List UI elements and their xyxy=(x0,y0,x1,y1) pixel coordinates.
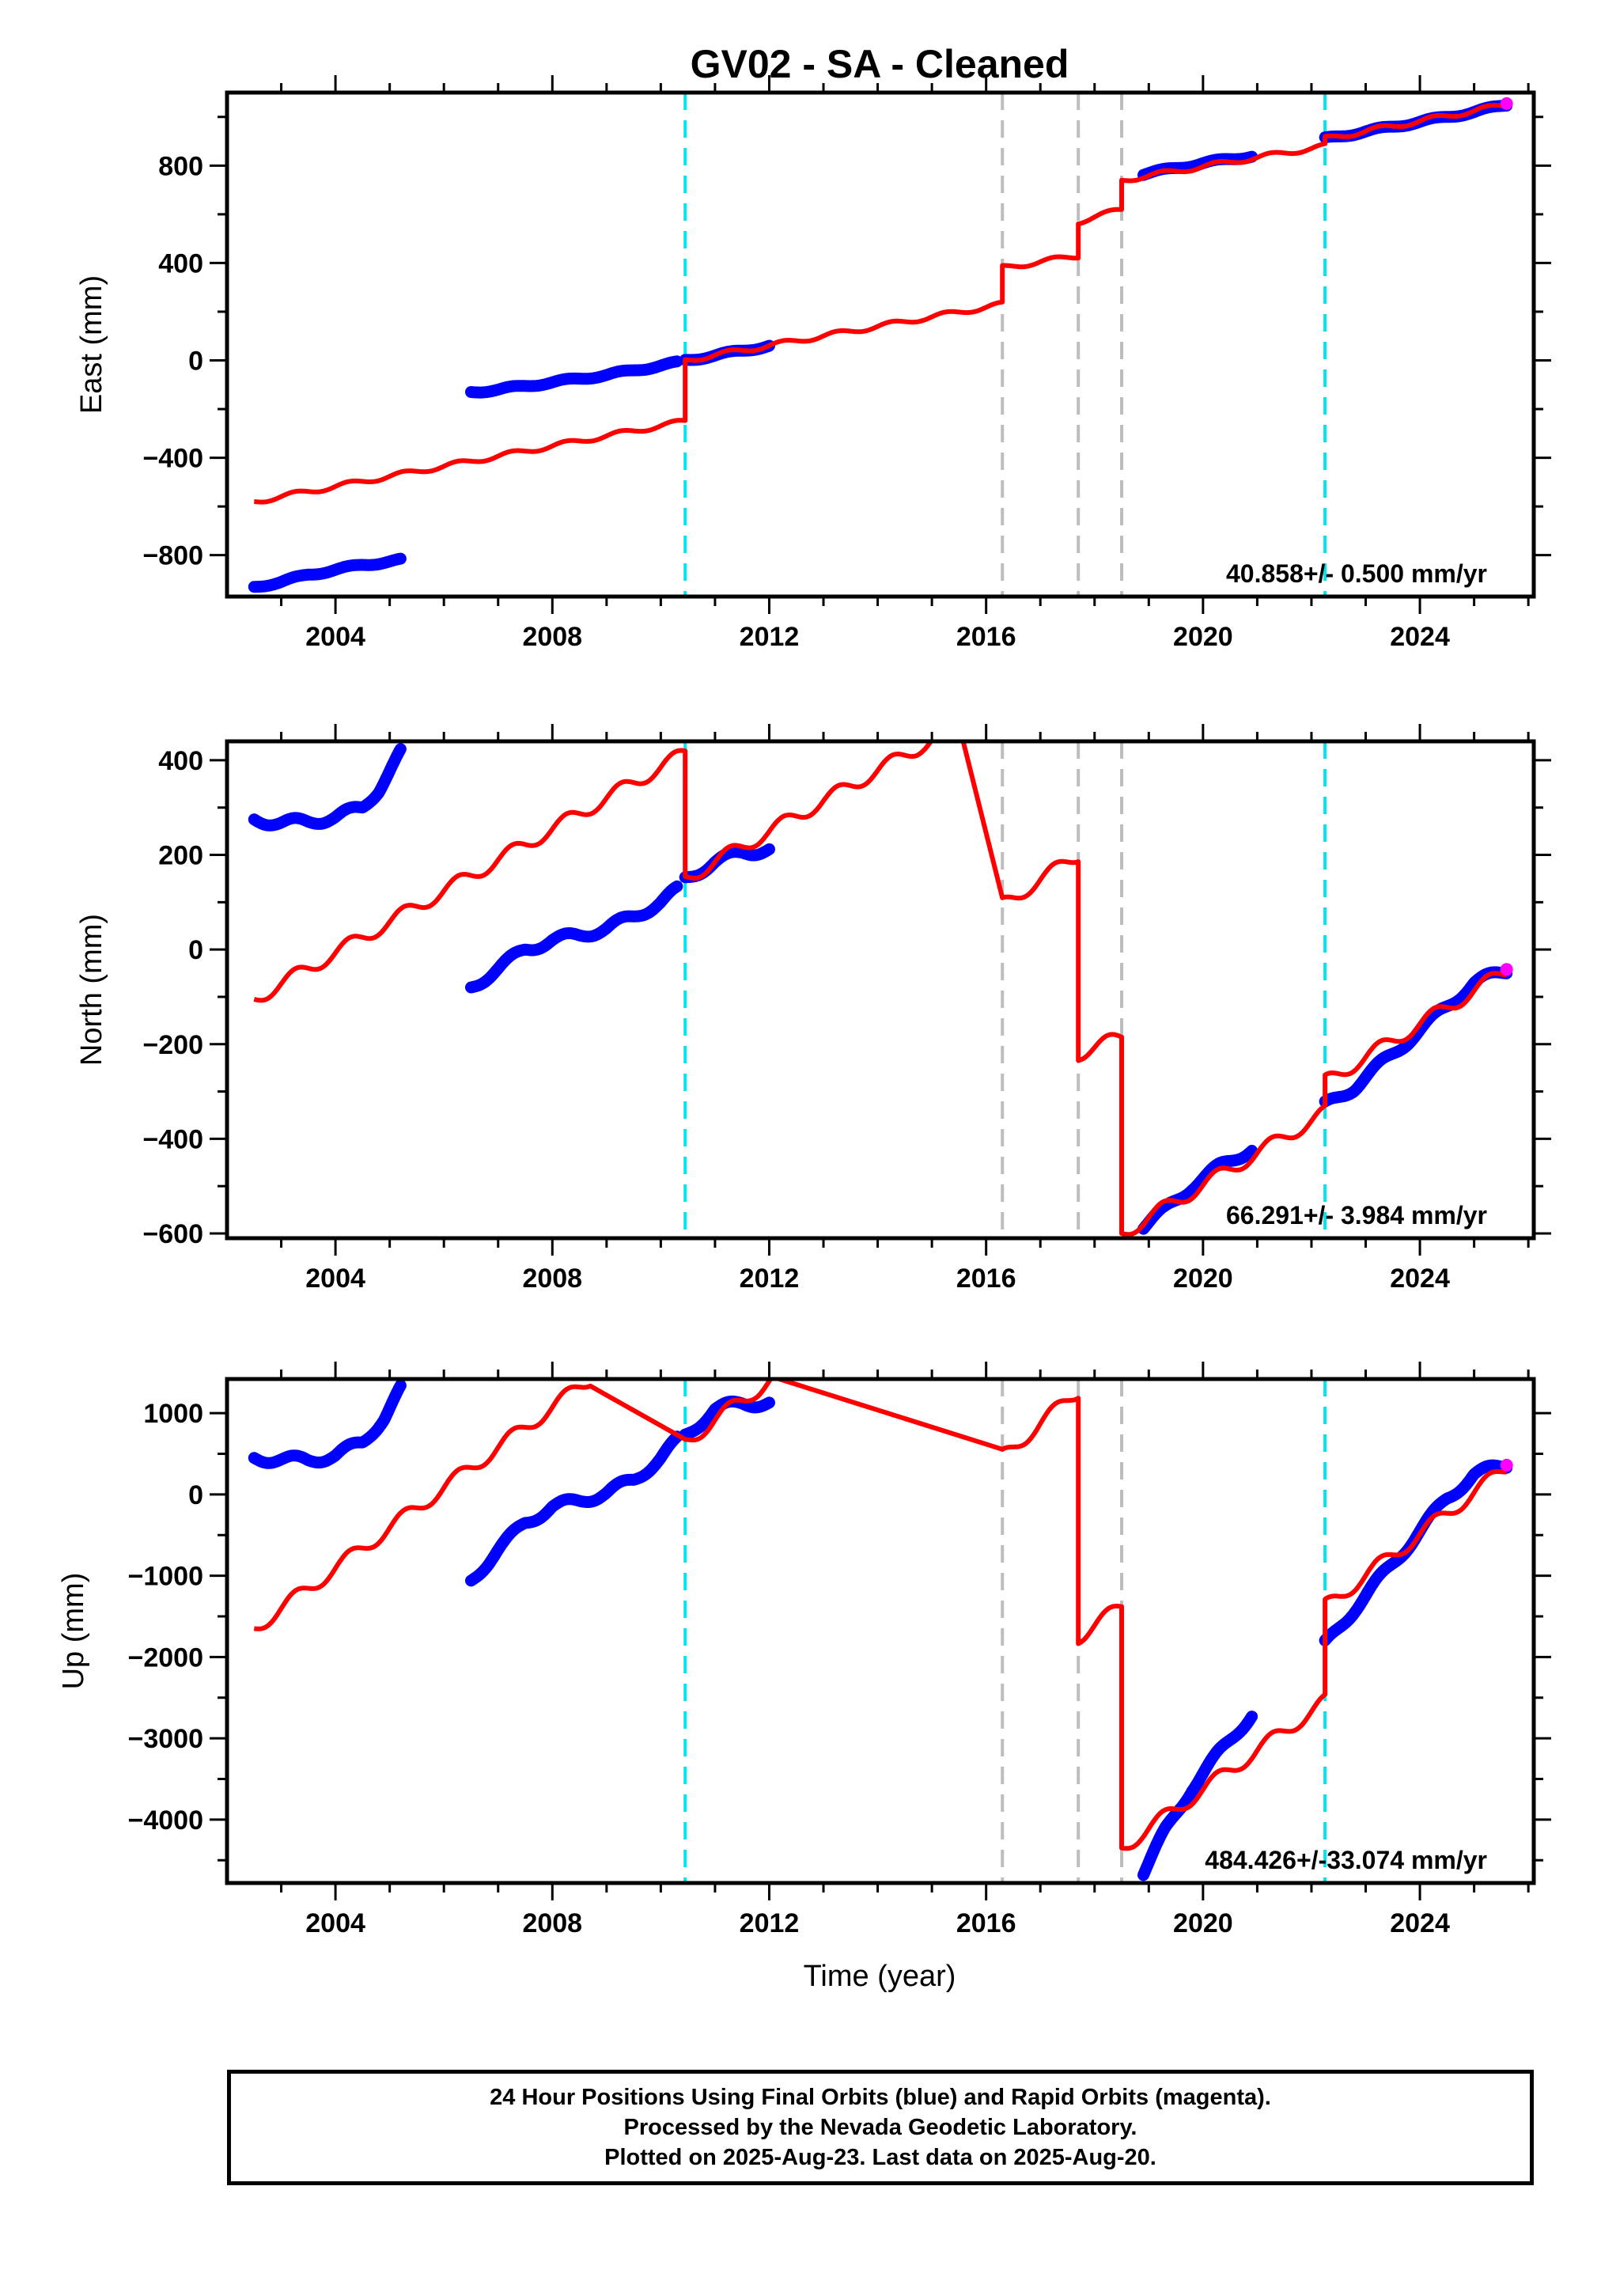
up-final-orbit-segment-3 xyxy=(1137,1711,1258,1881)
north-final-orbit-segment-1 xyxy=(465,880,683,994)
north-y-tick-label: 400 xyxy=(158,746,203,776)
east-x-tick-label: 2024 xyxy=(1390,622,1450,652)
north-final-orbit-segment-2 xyxy=(679,843,775,884)
north-x-tick-label: 2004 xyxy=(305,1264,365,1294)
north-x-tick-label: 2012 xyxy=(740,1264,800,1294)
north-x-tick-label: 2024 xyxy=(1390,1264,1450,1294)
north-y-tick-label: −400 xyxy=(142,1124,203,1154)
up-model-fit-line xyxy=(253,1379,1508,1851)
up-y-tick-label: 0 xyxy=(188,1480,203,1510)
east-x-tick-label: 2008 xyxy=(522,622,582,652)
east-final-orbit-segment-1 xyxy=(465,355,683,399)
east-x-tick-label: 2016 xyxy=(956,622,1016,652)
up-x-tick-label: 2020 xyxy=(1173,1908,1233,1938)
up-x-tick-label: 2012 xyxy=(740,1908,800,1938)
north-panel: 2004 2008 2012 2016 2020 2024 −600 −400 −200 0 200… xyxy=(75,724,1551,1294)
east-y-tick-label: 0 xyxy=(188,347,203,377)
x-axis-label: Time (year) xyxy=(804,1960,956,1993)
up-plot-area xyxy=(248,1379,1513,1883)
up-y-tick-label: −4000 xyxy=(128,1805,204,1836)
east-plot-frame xyxy=(225,90,1536,599)
figure-title: GV02 - SA - Cleaned xyxy=(691,42,1069,86)
up-final-orbit-segment-1 xyxy=(465,1430,683,1587)
north-final-orbit-segment-4 xyxy=(1319,966,1513,1108)
north-rapid-orbit-point xyxy=(1500,963,1513,976)
east-y-tick-label: −400 xyxy=(142,444,203,474)
up-y-tick-label: −2000 xyxy=(128,1642,204,1673)
up-y-tick-label: −3000 xyxy=(128,1724,204,1754)
north-y-tick-label: −600 xyxy=(142,1219,203,1249)
north-model-fit-line xyxy=(253,741,1508,1237)
up-rate-label: 484.426+/-33.074 mm/yr xyxy=(1205,1846,1487,1874)
footer-line-3: Plotted on 2025-Aug-23. Last data on 202… xyxy=(604,2145,1156,2170)
east-y-tick-label: −800 xyxy=(142,541,203,571)
north-final-orbit-segment-3 xyxy=(1137,1145,1258,1235)
east-model-fit-line xyxy=(253,103,1508,505)
east-plot-area xyxy=(248,93,1513,597)
up-x-tick-label: 2004 xyxy=(305,1908,365,1938)
east-x-tick-label: 2020 xyxy=(1173,622,1233,652)
up-plot-frame xyxy=(225,1377,1536,1885)
footer-caption-box: 24 Hour Positions Using Final Orbits (bl… xyxy=(227,2070,1534,2185)
up-x-tick-label: 2016 xyxy=(956,1908,1016,1938)
east-rate-label: 40.858+/- 0.500 mm/yr xyxy=(1226,559,1487,588)
up-x-tick-label: 2024 xyxy=(1390,1908,1450,1938)
up-final-orbit-segment-0 xyxy=(248,1379,407,1469)
up-y-tick-label: −1000 xyxy=(128,1562,204,1592)
north-x-tick-label: 2016 xyxy=(956,1264,1016,1294)
east-final-orbit-segment-0 xyxy=(248,552,407,593)
up-x-tick-label: 2008 xyxy=(522,1908,582,1938)
footer-line-1: 24 Hour Positions Using Final Orbits (bl… xyxy=(490,2085,1271,2110)
footer-line-2: Processed by the Nevada Geodetic Laborat… xyxy=(623,2115,1137,2140)
north-x-tick-label: 2020 xyxy=(1173,1264,1233,1294)
east-panel: 2004 2008 2012 2016 2020 2024 −800 −400 0 400 800 E… xyxy=(75,75,1551,652)
north-plot-frame xyxy=(225,739,1536,1241)
up-y-axis-label: Up (mm) xyxy=(57,1573,90,1690)
east-y-tick-label: 800 xyxy=(158,151,203,181)
north-final-orbit-segment-0 xyxy=(248,743,407,832)
east-x-tick-label: 2012 xyxy=(740,622,800,652)
east-y-tick-label: 400 xyxy=(158,248,203,278)
up-rapid-orbit-point xyxy=(1500,1458,1513,1472)
north-y-tick-label: −200 xyxy=(142,1030,203,1060)
north-y-tick-label: 0 xyxy=(188,935,203,965)
north-y-tick-label: 200 xyxy=(158,841,203,871)
east-x-tick-label: 2004 xyxy=(305,622,365,652)
up-y-tick-label: 1000 xyxy=(143,1399,203,1429)
up-panel: 2004 2008 2012 2016 2020 2024 −4000 −3000 −2000 −… xyxy=(57,1362,1551,1938)
north-y-axis-label: North (mm) xyxy=(75,914,108,1066)
north-plot-area xyxy=(248,741,1513,1238)
north-rate-label: 66.291+/- 3.984 mm/yr xyxy=(1226,1201,1487,1229)
east-rapid-orbit-point xyxy=(1500,97,1513,110)
north-x-tick-label: 2008 xyxy=(522,1264,582,1294)
east-y-axis-label: East (mm) xyxy=(75,275,108,414)
up-final-orbit-segment-4 xyxy=(1319,1459,1513,1646)
